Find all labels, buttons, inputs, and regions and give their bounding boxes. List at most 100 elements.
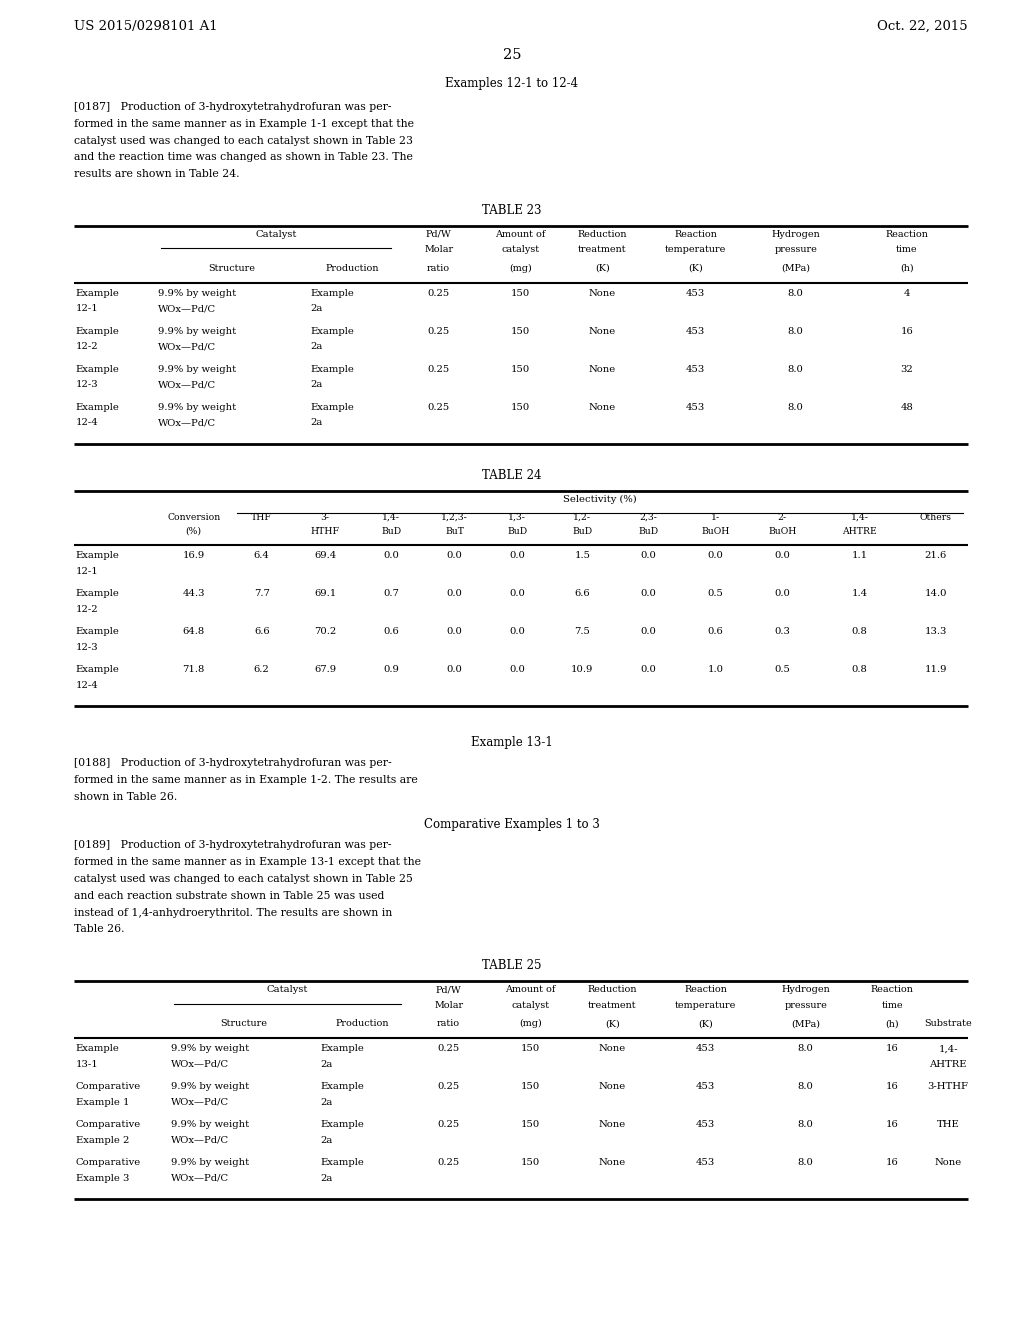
- Text: Others: Others: [920, 513, 951, 521]
- Text: 69.4: 69.4: [314, 550, 336, 560]
- Text: 6.6: 6.6: [254, 627, 269, 636]
- Text: 150: 150: [511, 366, 529, 374]
- Text: 0.0: 0.0: [641, 665, 656, 675]
- Text: 2a: 2a: [310, 342, 324, 351]
- Text: Example: Example: [321, 1121, 365, 1129]
- Text: formed in the same manner as in Example 1-2. The results are: formed in the same manner as in Example …: [74, 775, 418, 785]
- Text: 453: 453: [686, 289, 706, 298]
- Text: 150: 150: [511, 327, 529, 337]
- Text: 12-2: 12-2: [76, 342, 98, 351]
- Text: Catalyst: Catalyst: [255, 230, 296, 239]
- Text: 9.9% by weight: 9.9% by weight: [158, 403, 236, 412]
- Text: and the reaction time was changed as shown in Table 23. The: and the reaction time was changed as sho…: [74, 152, 413, 162]
- Text: 9.9% by weight: 9.9% by weight: [158, 366, 236, 374]
- Text: 9.9% by weight: 9.9% by weight: [158, 327, 236, 337]
- Text: Reaction: Reaction: [886, 230, 928, 239]
- Text: BuD: BuD: [639, 527, 658, 536]
- Text: Reaction: Reaction: [870, 985, 913, 994]
- Text: Example: Example: [310, 327, 354, 337]
- Text: 25: 25: [503, 48, 521, 62]
- Text: 69.1: 69.1: [314, 589, 336, 598]
- Text: 44.3: 44.3: [182, 589, 205, 598]
- Text: 8.0: 8.0: [798, 1158, 814, 1167]
- Text: 1,2,3-: 1,2,3-: [441, 513, 468, 521]
- Text: WOx—Pd/C: WOx—Pd/C: [158, 418, 216, 428]
- Text: 0.6: 0.6: [708, 627, 723, 636]
- Text: 12-1: 12-1: [76, 566, 98, 576]
- Text: Example: Example: [76, 550, 120, 560]
- Text: 16.9: 16.9: [182, 550, 205, 560]
- Text: catalyst used was changed to each catalyst shown in Table 23: catalyst used was changed to each cataly…: [74, 136, 413, 145]
- Text: 70.2: 70.2: [314, 627, 336, 636]
- Text: 6.2: 6.2: [254, 665, 269, 675]
- Text: 2a: 2a: [321, 1135, 333, 1144]
- Text: (K): (K): [698, 1019, 713, 1028]
- Text: Selectivity (%): Selectivity (%): [563, 495, 637, 504]
- Text: 9.9% by weight: 9.9% by weight: [171, 1158, 249, 1167]
- Text: 21.6: 21.6: [925, 550, 947, 560]
- Text: Example: Example: [76, 1044, 120, 1053]
- Text: WOx—Pd/C: WOx—Pd/C: [171, 1135, 228, 1144]
- Text: Amount of: Amount of: [495, 230, 546, 239]
- Text: Structure: Structure: [220, 1019, 267, 1028]
- Text: 0.25: 0.25: [428, 403, 450, 412]
- Text: (K): (K): [605, 1019, 620, 1028]
- Text: 0.6: 0.6: [383, 627, 399, 636]
- Text: pressure: pressure: [784, 1001, 827, 1010]
- Text: Production: Production: [326, 264, 379, 273]
- Text: (K): (K): [595, 264, 609, 273]
- Text: None: None: [589, 403, 615, 412]
- Text: TABLE 23: TABLE 23: [482, 205, 542, 216]
- Text: Example: Example: [310, 403, 354, 412]
- Text: 0.5: 0.5: [774, 665, 791, 675]
- Text: 8.0: 8.0: [798, 1082, 814, 1092]
- Text: 7.5: 7.5: [574, 627, 590, 636]
- Text: 0.0: 0.0: [641, 550, 656, 560]
- Text: 1-: 1-: [711, 513, 720, 521]
- Text: 16: 16: [886, 1158, 899, 1167]
- Text: 4: 4: [903, 289, 910, 298]
- Text: None: None: [589, 327, 615, 337]
- Text: 150: 150: [520, 1121, 540, 1129]
- Text: Example: Example: [76, 289, 120, 298]
- Text: 8.0: 8.0: [787, 403, 804, 412]
- Text: 11.9: 11.9: [925, 665, 947, 675]
- Text: 0.0: 0.0: [509, 627, 525, 636]
- Text: 0.0: 0.0: [641, 627, 656, 636]
- Text: None: None: [589, 289, 615, 298]
- Text: 453: 453: [696, 1158, 716, 1167]
- Text: 0.25: 0.25: [437, 1158, 460, 1167]
- Text: shown in Table 26.: shown in Table 26.: [74, 792, 177, 801]
- Text: BuD: BuD: [381, 527, 401, 536]
- Text: Reduction: Reduction: [588, 985, 637, 994]
- Text: 453: 453: [686, 403, 706, 412]
- Text: (h): (h): [900, 264, 913, 273]
- Text: WOx—Pd/C: WOx—Pd/C: [158, 305, 216, 313]
- Text: 13-1: 13-1: [76, 1060, 98, 1069]
- Text: 8.0: 8.0: [787, 327, 804, 337]
- Text: Hydrogen: Hydrogen: [781, 985, 830, 994]
- Text: instead of 1,4-anhydroerythritol. The results are shown in: instead of 1,4-anhydroerythritol. The re…: [74, 908, 392, 917]
- Text: BuOH: BuOH: [701, 527, 729, 536]
- Text: 2a: 2a: [321, 1173, 333, 1183]
- Text: Example: Example: [76, 589, 120, 598]
- Text: Example: Example: [76, 327, 120, 337]
- Text: Production: Production: [336, 1019, 389, 1028]
- Text: 2a: 2a: [310, 305, 324, 313]
- Text: 150: 150: [520, 1158, 540, 1167]
- Text: WOx—Pd/C: WOx—Pd/C: [158, 380, 216, 389]
- Text: None: None: [589, 366, 615, 374]
- Text: 0.0: 0.0: [446, 627, 463, 636]
- Text: 453: 453: [696, 1121, 716, 1129]
- Text: Example 1: Example 1: [76, 1098, 129, 1106]
- Text: 3-: 3-: [321, 513, 330, 521]
- Text: Molar: Molar: [434, 1001, 463, 1010]
- Text: 453: 453: [696, 1082, 716, 1092]
- Text: 150: 150: [520, 1082, 540, 1092]
- Text: None: None: [599, 1044, 626, 1053]
- Text: results are shown in Table 24.: results are shown in Table 24.: [74, 169, 240, 180]
- Text: 0.0: 0.0: [446, 665, 463, 675]
- Text: 16: 16: [900, 327, 913, 337]
- Text: 1,2-: 1,2-: [573, 513, 591, 521]
- Text: THF: THF: [251, 513, 272, 521]
